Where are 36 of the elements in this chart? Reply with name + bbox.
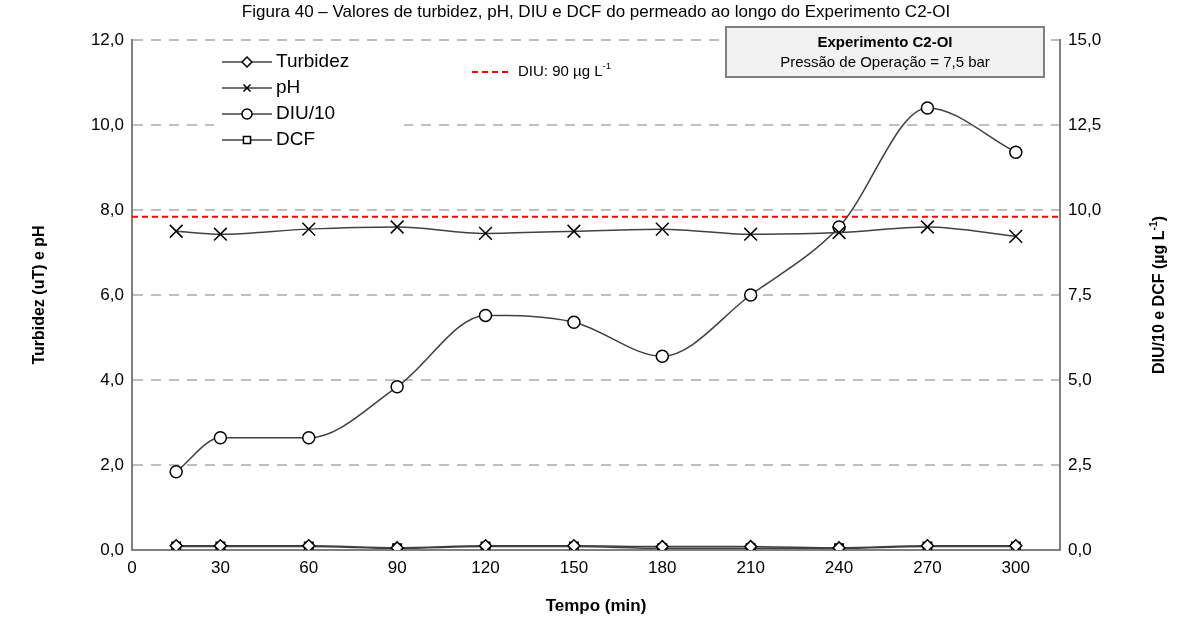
y2-tick-label: 7,5 [1068, 284, 1092, 304]
y-tick-label: 4,0 [100, 369, 124, 389]
y2-tick-label: 12,5 [1068, 114, 1102, 134]
y2-tick-label: 15,0 [1068, 29, 1102, 49]
x-tick-label: 0 [127, 557, 137, 577]
y-tick-label: 6,0 [100, 284, 124, 304]
x-tick-label: 120 [471, 557, 500, 577]
y-tick-label: 8,0 [100, 199, 124, 219]
x-tick-label: 180 [648, 557, 677, 577]
legend-label: DIU/10 [276, 102, 336, 124]
annotation: Pressão de Operação = 7,5 bar [779, 52, 991, 72]
y-axis-title: Turbidez (uT) e pH [30, 225, 48, 365]
x-axis-title: Tempo (min) [545, 595, 647, 615]
y-tick-label: 12,0 [90, 29, 124, 49]
y-tick-label: 10,0 [90, 114, 124, 134]
x-tick-label: 210 [736, 557, 765, 577]
y2-tick-label: 10,0 [1068, 199, 1102, 219]
annotation: Experimento C2-OI [816, 32, 954, 52]
x-tick-label: 150 [559, 557, 589, 577]
x-tick-label: 90 [387, 557, 407, 577]
y2-tick-label: 5,0 [1068, 369, 1092, 389]
chart-title: Figura 40 – Valores de turbidez, pH, DIU e DCF do permeado ao longo do Experimento C2-OI [241, 1, 951, 21]
x-tick-label: 240 [824, 557, 854, 577]
y-tick-label: 0,0 [100, 539, 124, 559]
x-tick-label: 300 [1001, 557, 1030, 577]
x-tick-label: 30 [210, 557, 230, 577]
legend-label: Turbidez [276, 50, 350, 72]
y-tick-label: 2,0 [100, 454, 124, 474]
legend-label: DCF [276, 128, 316, 150]
legend-label: pH [276, 76, 301, 98]
x-tick-label: 270 [913, 557, 942, 577]
y2-axis-title: DIU/10 e DCF (µg L-1) [1148, 215, 1168, 375]
y2-tick-label: 2,5 [1068, 454, 1092, 474]
y2-tick-label: 0,0 [1068, 539, 1092, 559]
text-box: Experimento C2-OI Pressão de Operação = 7,5 bar [725, 26, 1045, 78]
x-tick-label: 60 [299, 557, 319, 577]
